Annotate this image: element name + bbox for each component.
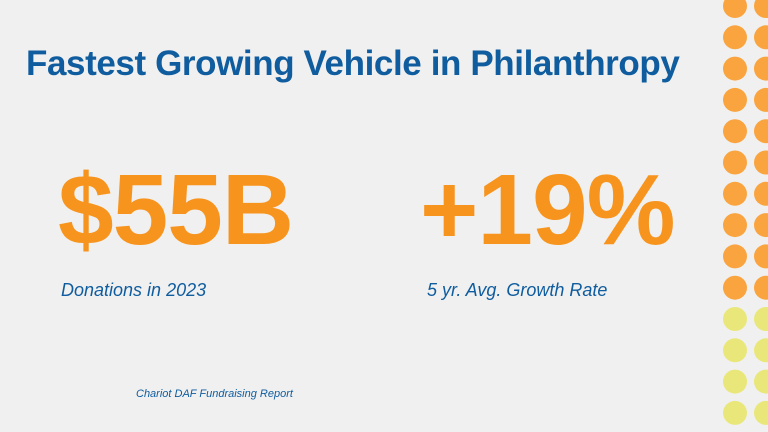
source-citation: Chariot DAF Fundraising Report	[136, 388, 293, 400]
decorative-dot	[754, 56, 768, 81]
decorative-dot	[754, 181, 768, 206]
decorative-dot	[723, 181, 747, 206]
decorative-dot	[754, 0, 768, 18]
decorative-dot	[754, 87, 768, 112]
decorative-dot	[723, 213, 747, 238]
stat-growth-value: +19%	[420, 154, 676, 266]
decorative-dot	[723, 119, 747, 144]
decorative-dot	[723, 0, 747, 18]
decorative-dot	[754, 275, 768, 300]
decorative-dot	[754, 307, 768, 331]
decorative-dot	[723, 275, 747, 300]
decorative-dot	[723, 338, 747, 363]
stat-growth-label: 5 yr. Avg. Growth Rate	[427, 280, 608, 300]
decorative-dot	[754, 119, 768, 144]
decorative-dot	[754, 338, 768, 363]
decorative-dot	[754, 400, 768, 425]
decorative-dot	[723, 25, 747, 50]
decorative-dot	[723, 369, 747, 394]
decorative-dot	[723, 87, 747, 112]
decorative-dot	[723, 150, 747, 175]
stat-donations-value: $55B	[58, 154, 294, 266]
decorative-dot	[754, 25, 768, 50]
decorative-dot	[723, 400, 747, 425]
decorative-dot	[723, 56, 747, 81]
stat-donations-label: Donations in 2023	[61, 280, 207, 300]
decorative-dot	[754, 369, 768, 394]
decorative-dot	[754, 150, 768, 175]
decorative-dot	[754, 213, 768, 238]
decorative-dot	[754, 244, 768, 269]
slide-title: Fastest Growing Vehicle in Philanthropy	[26, 44, 680, 83]
decorative-dot	[723, 244, 747, 269]
decorative-dot	[723, 307, 747, 331]
